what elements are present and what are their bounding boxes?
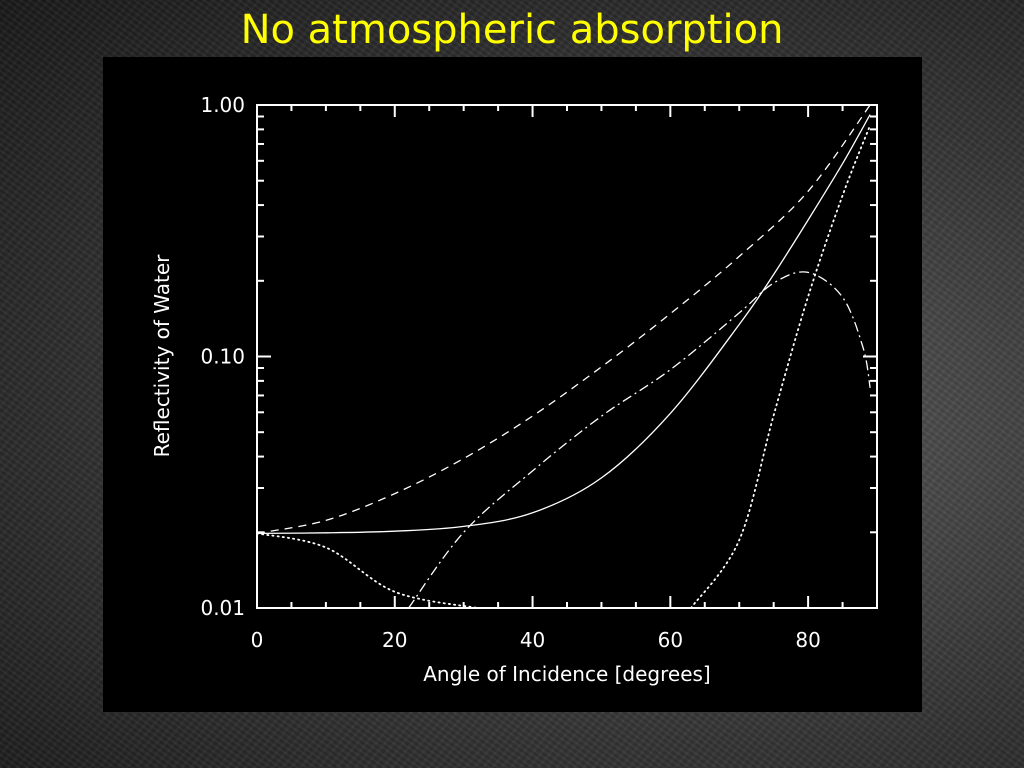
dotted-reflectivity-curve — [690, 124, 871, 609]
plot-frame — [256, 104, 878, 609]
dotted-reflectivity-curve — [256, 532, 479, 609]
x-tick-label: 20 — [382, 628, 407, 652]
slide-title: No atmospheric absorption — [240, 7, 784, 53]
solid-reflectivity-curve — [256, 114, 871, 535]
y-axis-label: Reflectivity of Water — [150, 254, 174, 458]
x-tick-label: 40 — [520, 628, 545, 652]
plot-panel: 0 20 40 60 80 0.01 0.10 1.00 Angle of Incidence… — [103, 57, 922, 712]
dashed-reflectivity-curve — [256, 104, 871, 535]
y-tick-label: 0.01 — [200, 596, 245, 620]
y-tick-label: 0.10 — [200, 345, 245, 369]
x-axis-label: Angle of Incidence [degrees] — [423, 662, 710, 686]
reflectivity-chart: 0 20 40 60 80 0.01 0.10 1.00 Angle of Incidence… — [150, 93, 878, 686]
dashdot-reflectivity-curve — [408, 271, 871, 609]
y-tick-label: 1.00 — [200, 93, 245, 117]
x-tick-label: 60 — [658, 628, 683, 652]
x-tick-label: 80 — [795, 628, 820, 652]
x-tick-label: 0 — [251, 628, 264, 652]
